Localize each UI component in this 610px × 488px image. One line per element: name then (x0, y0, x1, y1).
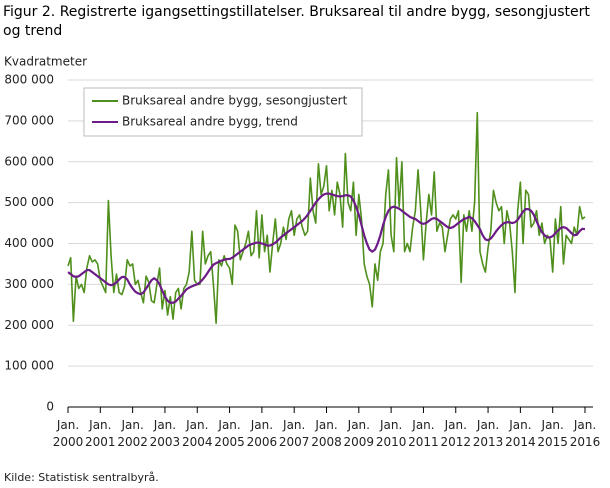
y-tick-label: 200 000 (4, 318, 54, 332)
x-tick-label-line: 2012 (440, 435, 471, 449)
y-tick-label: 300 000 (4, 277, 54, 291)
x-tick-label-line: 2009 (344, 435, 375, 449)
x-tick-label: Jan. 2003 (150, 418, 181, 449)
x-tick-label-line: 2011 (408, 435, 439, 449)
x-tick-label-line: Jan. (411, 418, 434, 432)
x-tick-label-line: 2001 (85, 435, 116, 449)
x-tick-label-line: Jan. (120, 418, 143, 432)
x-tick-label-line: Jan. (250, 418, 273, 432)
x-tick-label-line: Jan. (379, 418, 402, 432)
x-tick-label-line: Jan. (56, 418, 79, 432)
x-tick-label-line: 2016 (570, 435, 601, 449)
x-tick-label-line: 2004 (182, 435, 213, 449)
x-tick-label: Jan. 2010 (376, 418, 407, 449)
y-tick-label: 800 000 (4, 73, 54, 87)
x-tick-label-line: Jan. (153, 418, 176, 432)
x-tick-label-line: 2002 (117, 435, 148, 449)
x-tick-label: Jan. 2004 (182, 418, 213, 449)
source: Kilde: Statistisk sentralbyrå. (4, 471, 159, 484)
x-tick-label-line: Jan. (541, 418, 564, 432)
x-tick-label: Jan. 2014 (505, 418, 536, 449)
x-tick-label: Jan. 2011 (408, 418, 439, 449)
x-tick-label: Jan. 2005 (214, 418, 245, 449)
y-tick-label: 500 000 (4, 195, 54, 209)
x-tick-label: Jan. 2007 (279, 418, 310, 449)
x-tick-label-line: 2015 (537, 435, 568, 449)
x-tick-label-line: 2000 (53, 435, 84, 449)
x-tick-label-line: Jan. (573, 418, 596, 432)
x-tick-label-line: Jan. (347, 418, 370, 432)
x-tick-label-line: 2014 (505, 435, 536, 449)
x-tick-label-line: Jan. (476, 418, 499, 432)
y-tick-label: 700 000 (4, 113, 54, 127)
x-tick-label: Jan. 2009 (344, 418, 375, 449)
x-tick-label: Jan. 2000 (53, 418, 84, 449)
x-tick-label: Jan. 2015 (537, 418, 568, 449)
x-tick-label-line: 2006 (247, 435, 278, 449)
x-tick-label: Jan. 2012 (440, 418, 471, 449)
x-tick-label: Jan. 2006 (247, 418, 278, 449)
y-tick-label: 600 000 (4, 154, 54, 168)
x-tick-label: Jan. 2002 (117, 418, 148, 449)
legend-label: Bruksareal andre bygg, trend (122, 115, 298, 129)
chart-title: Figur 2. Registrerte igangsettingstillat… (3, 4, 590, 39)
x-tick-label-line: 2008 (311, 435, 342, 449)
x-tick-label-line: 2010 (376, 435, 407, 449)
x-tick-label: Jan. 2008 (311, 418, 342, 449)
x-tick-label-line: 2007 (279, 435, 310, 449)
x-tick-label-line: Jan. (508, 418, 531, 432)
x-tick-label-line: Jan. (314, 418, 337, 432)
legend-label: Bruksareal andre bygg, sesongjustert (122, 94, 348, 108)
x-tick-label-line: Jan. (444, 418, 467, 432)
x-tick-label-line: Jan. (217, 418, 240, 432)
y-tick-label: 400 000 (4, 236, 54, 250)
x-tick-label-line: Jan. (88, 418, 111, 432)
x-tick-label-line: Jan. (282, 418, 305, 432)
y-tick-label: 100 000 (4, 359, 54, 373)
legend-box (83, 87, 363, 137)
x-tick-label-line: Jan. (185, 418, 208, 432)
y-axis-label: Kvadratmeter (4, 55, 87, 69)
x-tick-label-line: 2003 (150, 435, 181, 449)
x-tick-label-line: 2005 (214, 435, 245, 449)
x-tick-label: Jan. 2016 (570, 418, 601, 449)
x-tick-label: Jan. 2001 (85, 418, 116, 449)
x-tick-label: Jan. 2013 (473, 418, 504, 449)
x-tick-label-line: 2013 (473, 435, 504, 449)
y-tick-label: 0 (46, 400, 54, 414)
series-line (67, 192, 586, 304)
series-line (67, 111, 586, 325)
